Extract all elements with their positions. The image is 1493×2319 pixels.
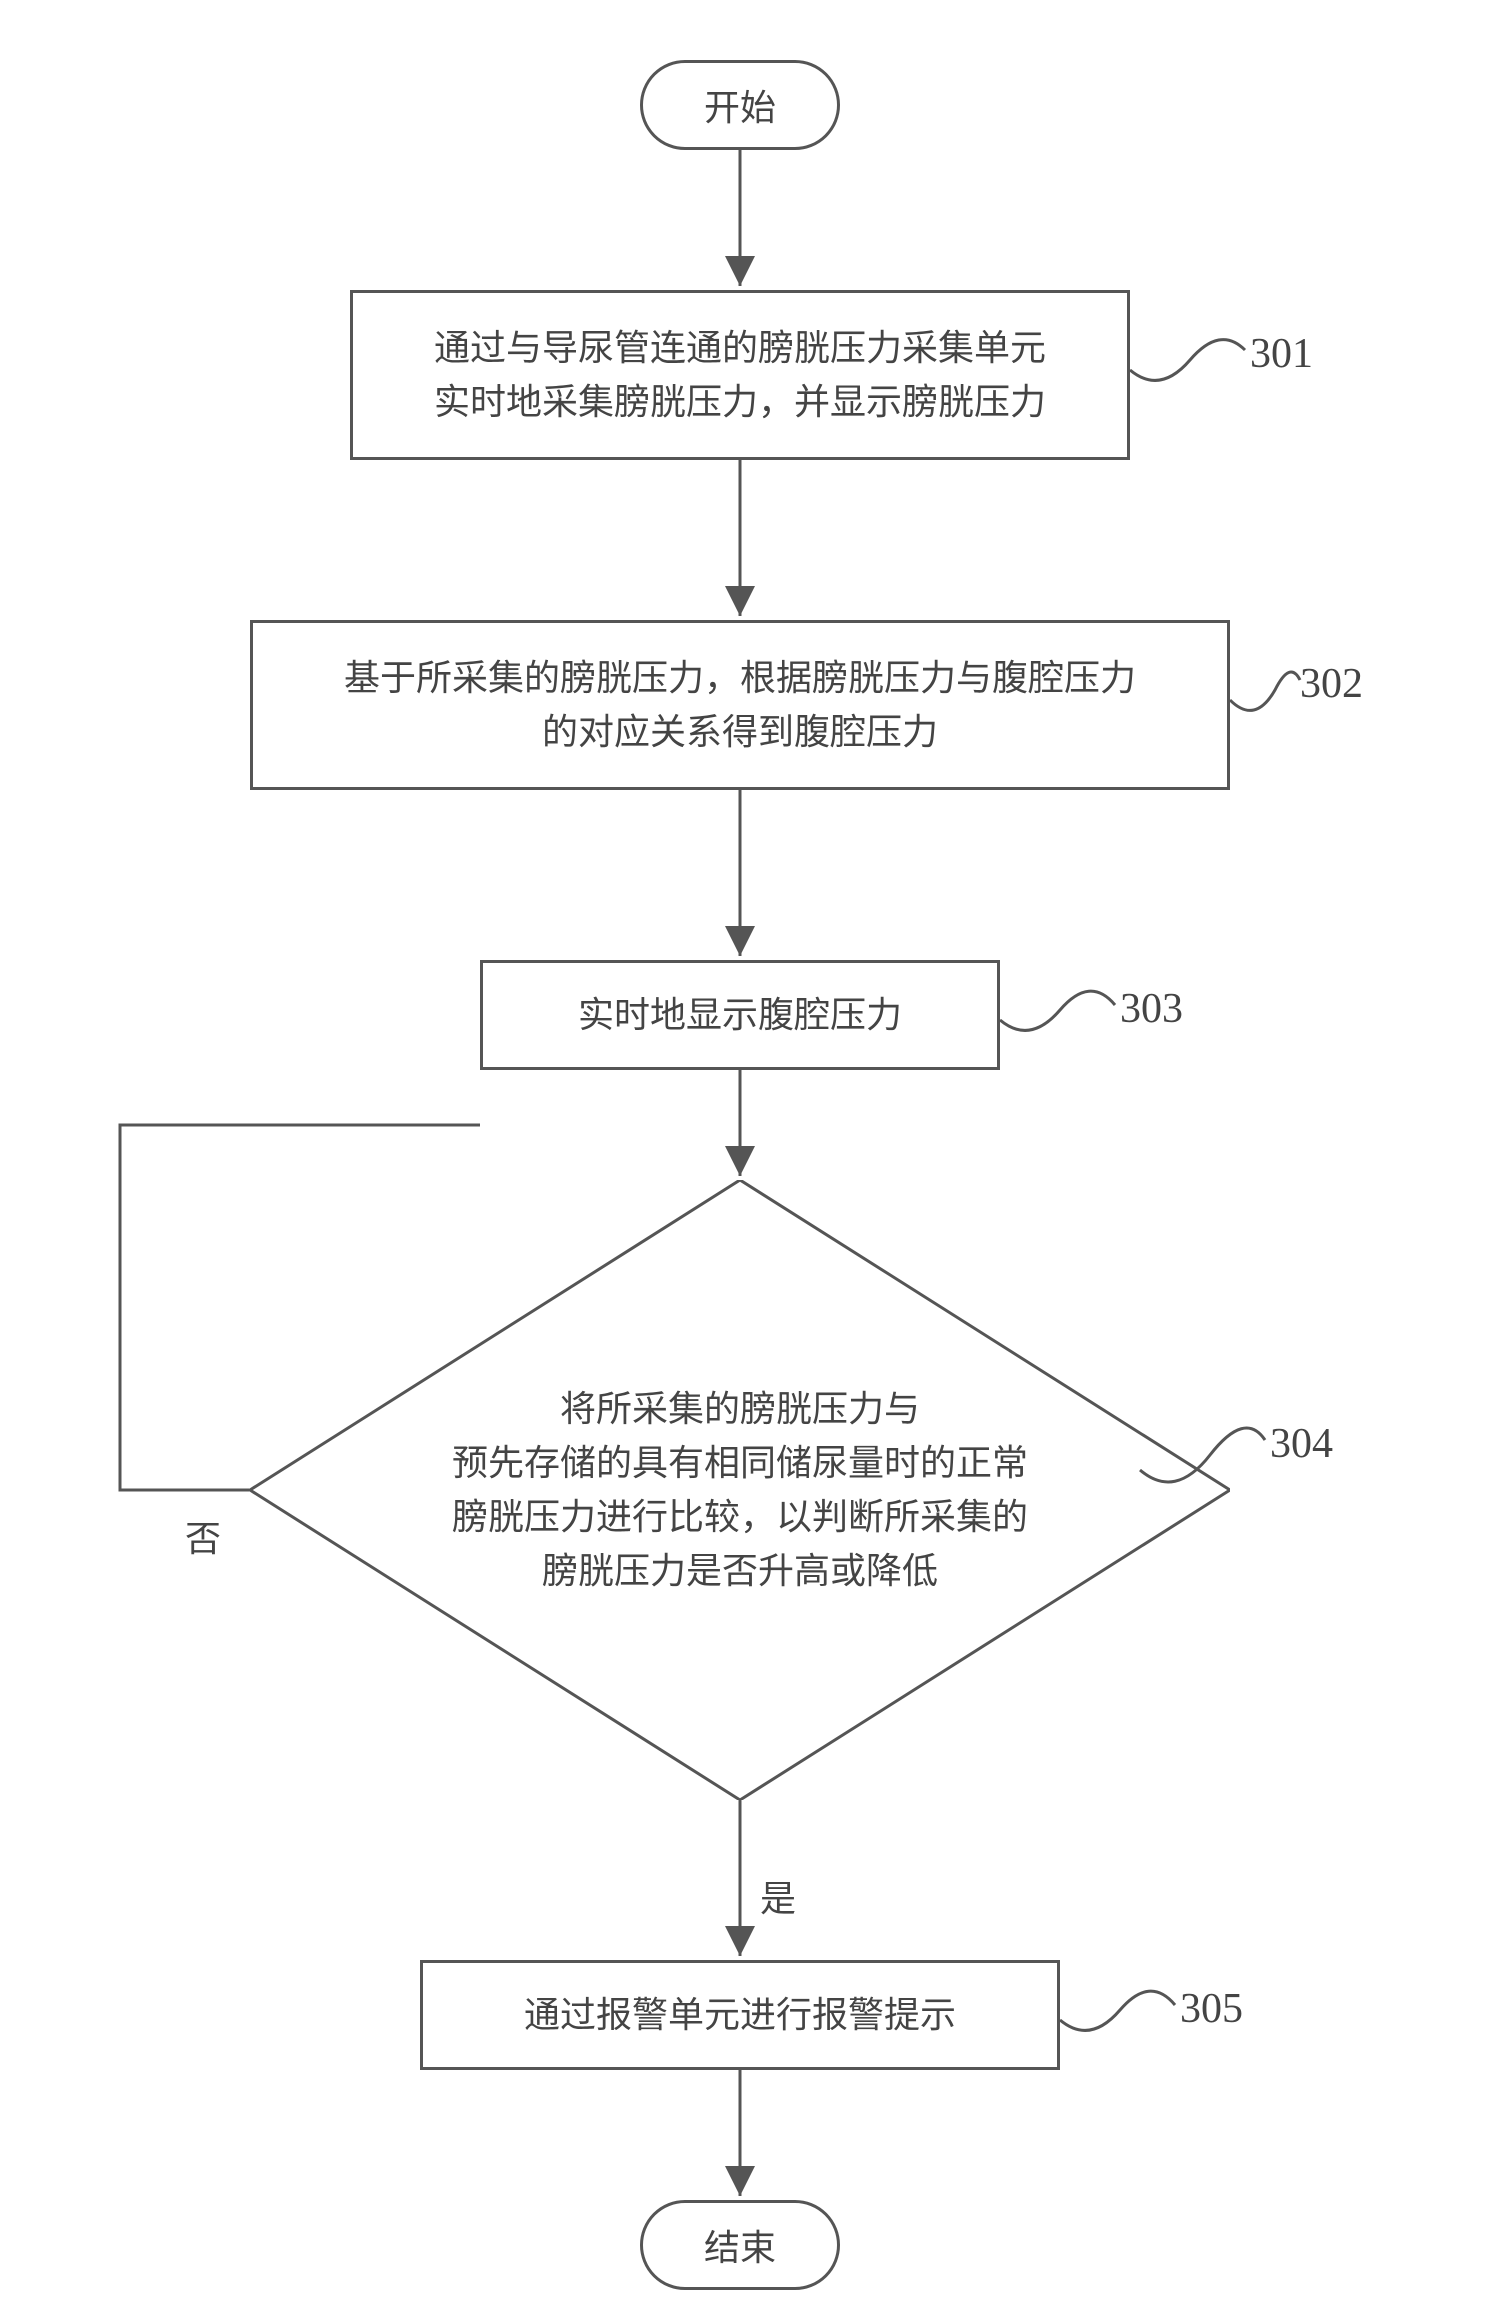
ref-label-301: 301 — [1250, 330, 1313, 378]
ref-302-text: 302 — [1300, 661, 1363, 707]
ref-304-text: 304 — [1270, 1421, 1333, 1467]
ref-label-304: 304 — [1270, 1420, 1333, 1468]
decision-304-text-wrap: 将所采集的膀胱压力与 预先存储的具有相同储尿量时的正常 膀胱压力进行比较，以判断… — [350, 1350, 1130, 1630]
flowchart-container: 开始 通过与导尿管连通的膀胱压力采集单元 实时地采集膀胱压力，并显示膀胱压力 基… — [0, 0, 1493, 2319]
ref-305-text: 305 — [1180, 1986, 1243, 2032]
ref-301-text: 301 — [1250, 331, 1313, 377]
ref-label-302: 302 — [1300, 660, 1363, 708]
branch-label-yes: 是 — [760, 1870, 796, 1922]
ref-label-305: 305 — [1180, 1985, 1243, 2033]
ref-303-text: 303 — [1120, 986, 1183, 1032]
ref-label-303: 303 — [1120, 985, 1183, 1033]
branch-no-text: 否 — [185, 1519, 221, 1559]
decision-304-text: 将所采集的膀胱压力与 预先存储的具有相同储尿量时的正常 膀胱压力进行比较，以判断… — [452, 1382, 1028, 1598]
branch-yes-text: 是 — [760, 1879, 796, 1919]
branch-label-no: 否 — [185, 1510, 221, 1562]
